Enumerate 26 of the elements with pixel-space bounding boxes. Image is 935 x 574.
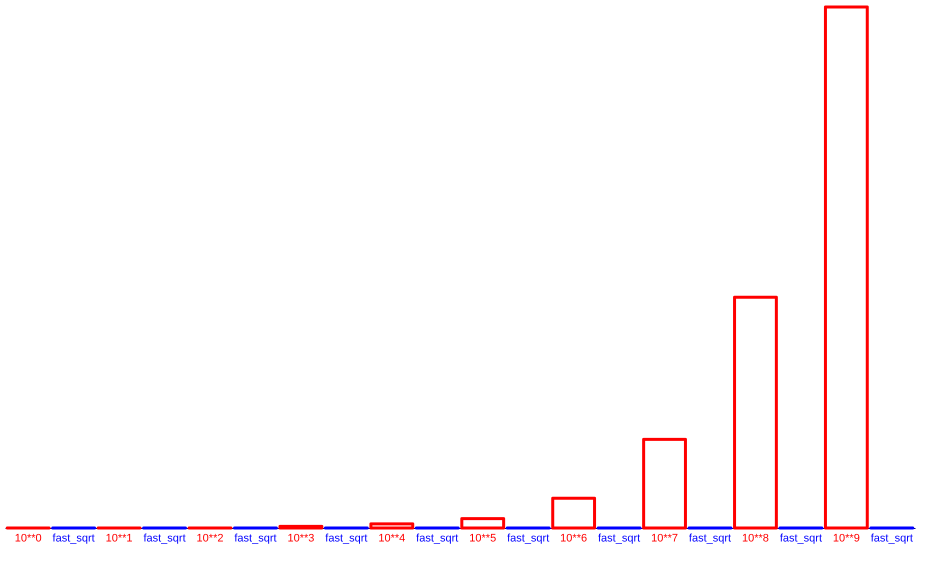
x-tick-label: 10**1 (106, 532, 133, 544)
x-tick-label: fast_sqrt (688, 532, 732, 544)
bar (824, 6, 869, 530)
bar (733, 296, 778, 530)
x-tick-label: 10**4 (378, 532, 406, 544)
x-tick-label: 10**8 (742, 532, 769, 544)
x-tick-label: fast_sqrt (870, 532, 913, 544)
x-tick-label: fast_sqrt (143, 532, 186, 544)
bar (642, 438, 687, 530)
x-tick-label: fast_sqrt (780, 532, 822, 544)
x-tick-label: fast_sqrt (52, 532, 95, 544)
x-tick-label: fast_sqrt (507, 532, 550, 544)
bar (369, 522, 414, 530)
x-tick-label: 10**0 (14, 532, 42, 544)
bar (460, 517, 506, 530)
x-tick-label: 10**3 (287, 532, 314, 544)
x-tick-label: 10**9 (832, 532, 860, 544)
x-tick-label: fast_sqrt (416, 532, 458, 544)
x-tick-label: 10**5 (469, 532, 496, 544)
x-tick-label: fast_sqrt (234, 532, 277, 544)
bar (551, 496, 596, 530)
x-tick-label: fast_sqrt (598, 532, 640, 544)
x-tick-label: 10**6 (560, 532, 588, 544)
x-tick-label: 10**2 (196, 532, 224, 544)
x-tick-label: 10**7 (651, 532, 678, 544)
x-tick-label: fast_sqrt (325, 532, 368, 544)
